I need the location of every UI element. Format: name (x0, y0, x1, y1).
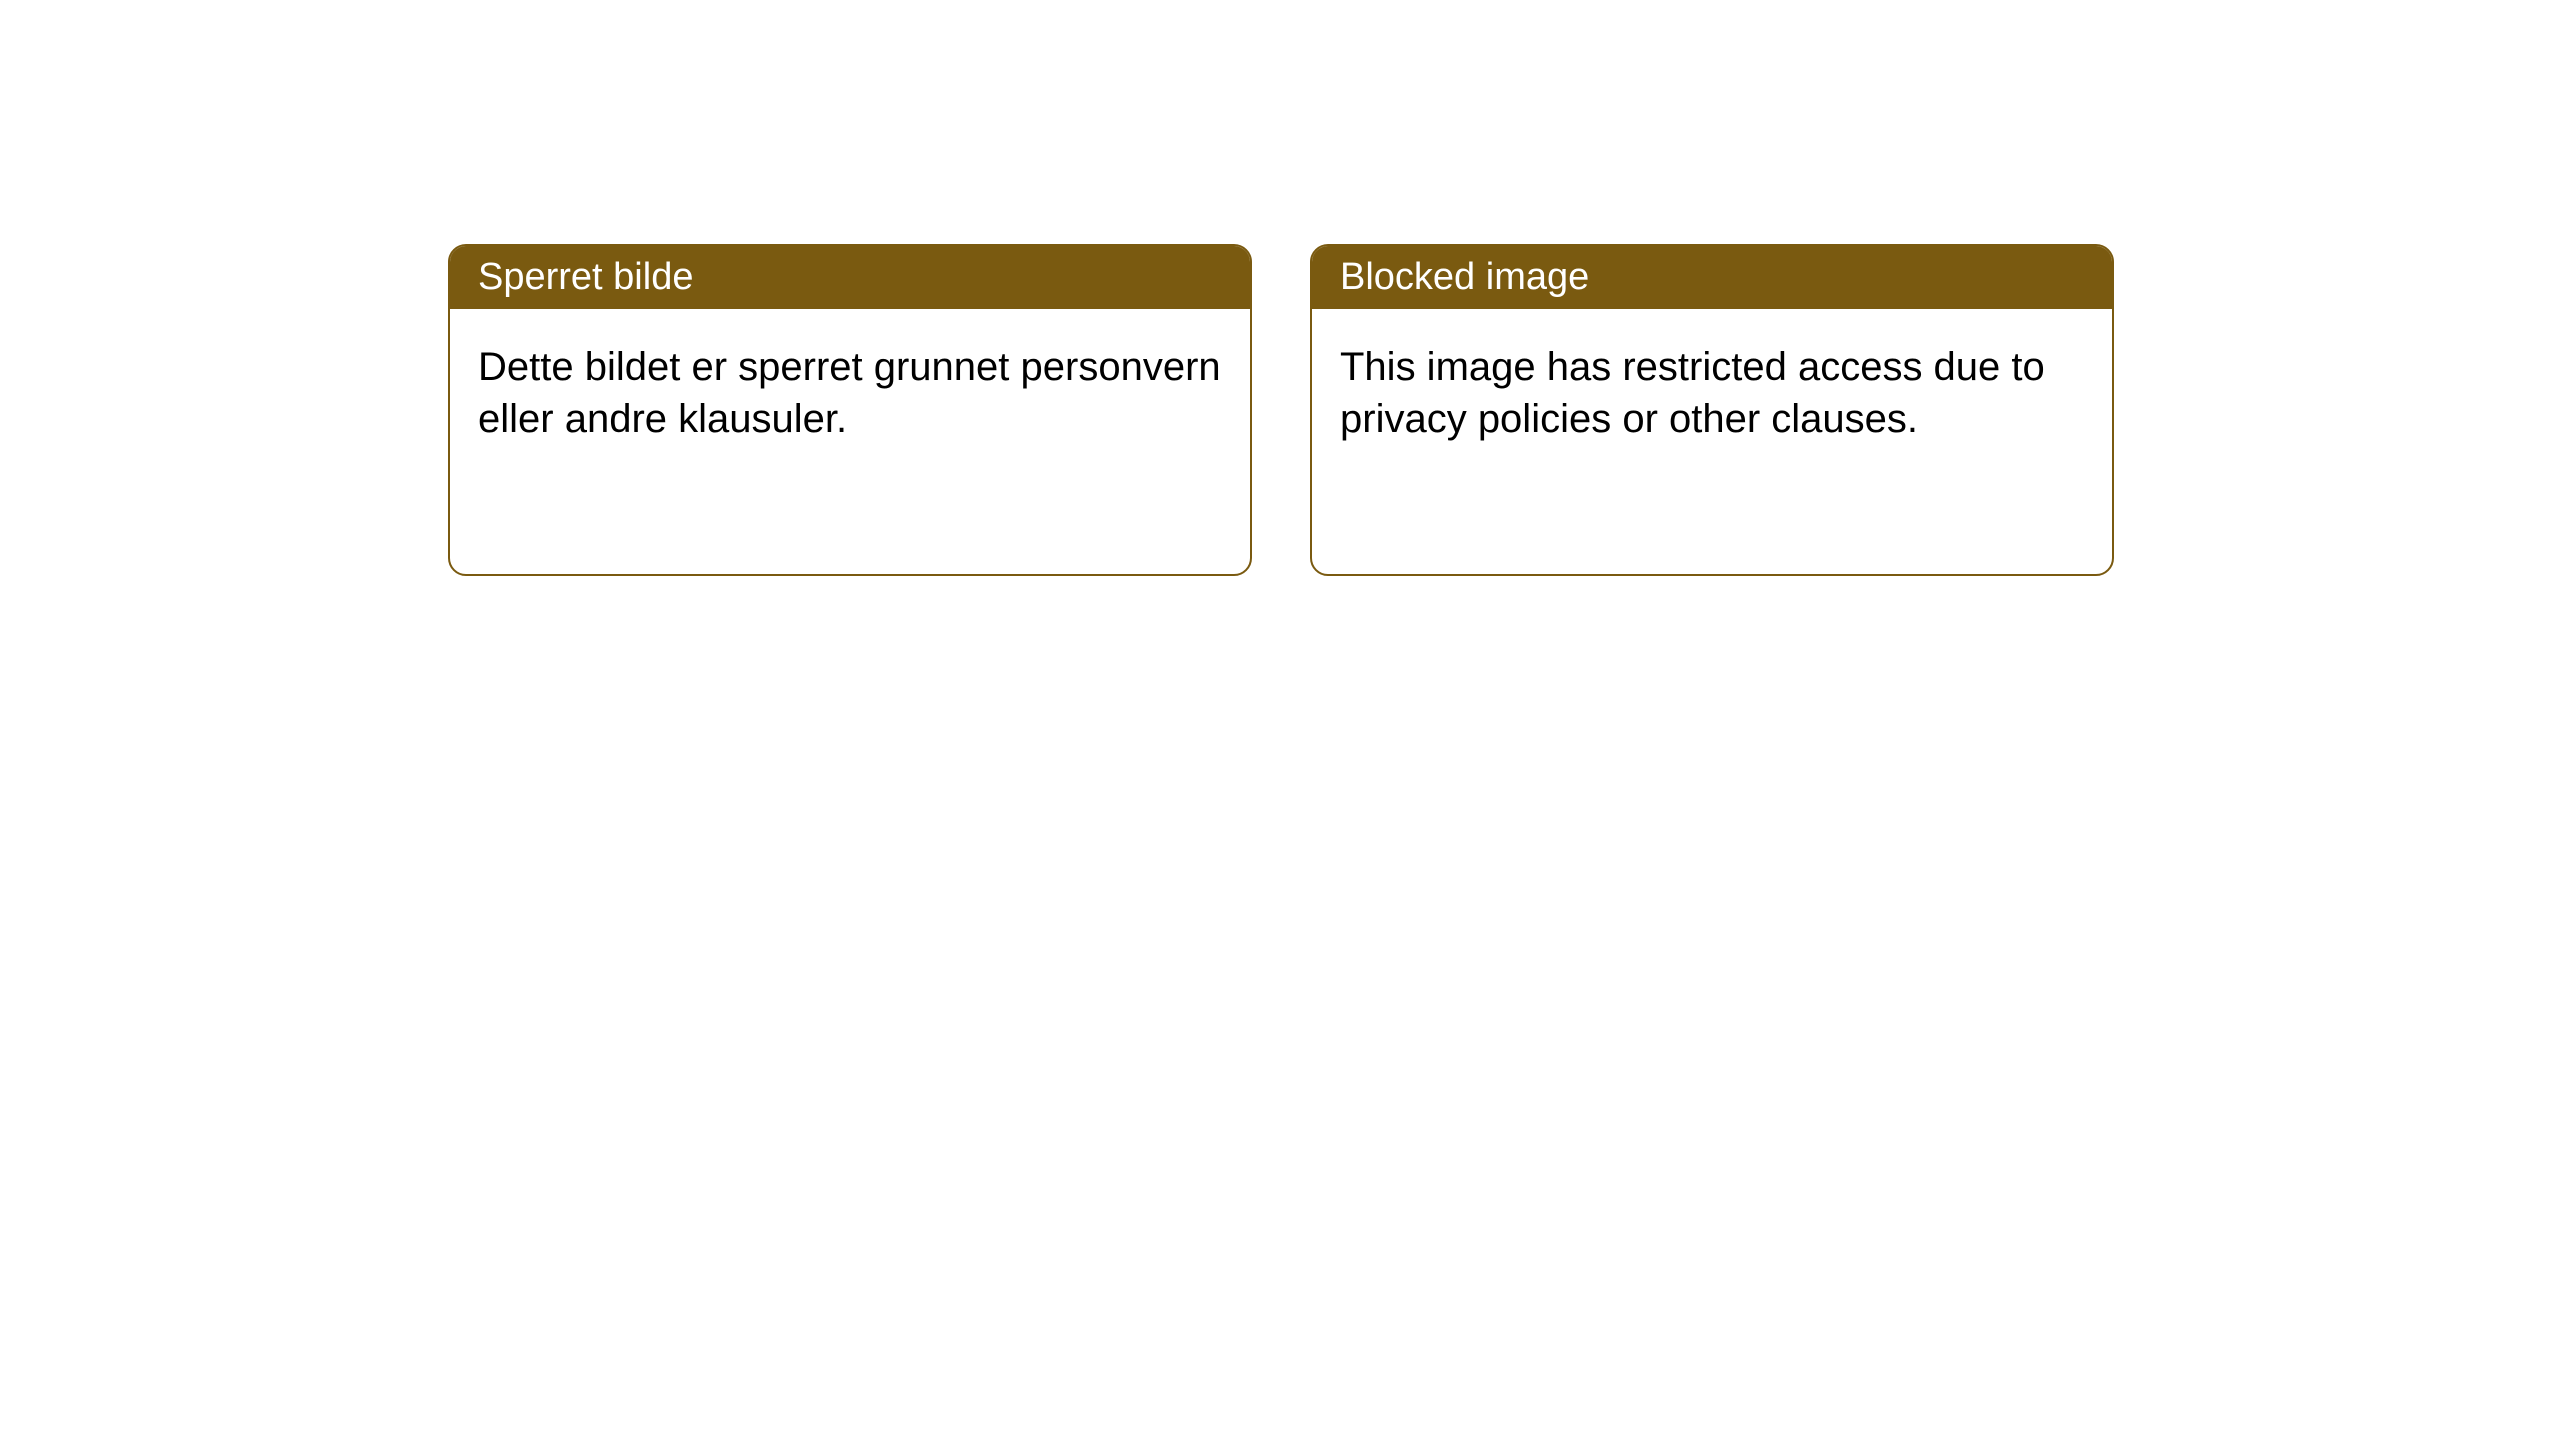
notice-card-body: This image has restricted access due to … (1312, 309, 2112, 477)
notice-card-english: Blocked image This image has restricted … (1310, 244, 2114, 576)
notice-card-title: Sperret bilde (450, 246, 1250, 309)
notice-card-title: Blocked image (1312, 246, 2112, 309)
notice-card-norwegian: Sperret bilde Dette bildet er sperret gr… (448, 244, 1252, 576)
notice-card-body: Dette bildet er sperret grunnet personve… (450, 309, 1250, 477)
notice-container: Sperret bilde Dette bildet er sperret gr… (0, 0, 2560, 576)
